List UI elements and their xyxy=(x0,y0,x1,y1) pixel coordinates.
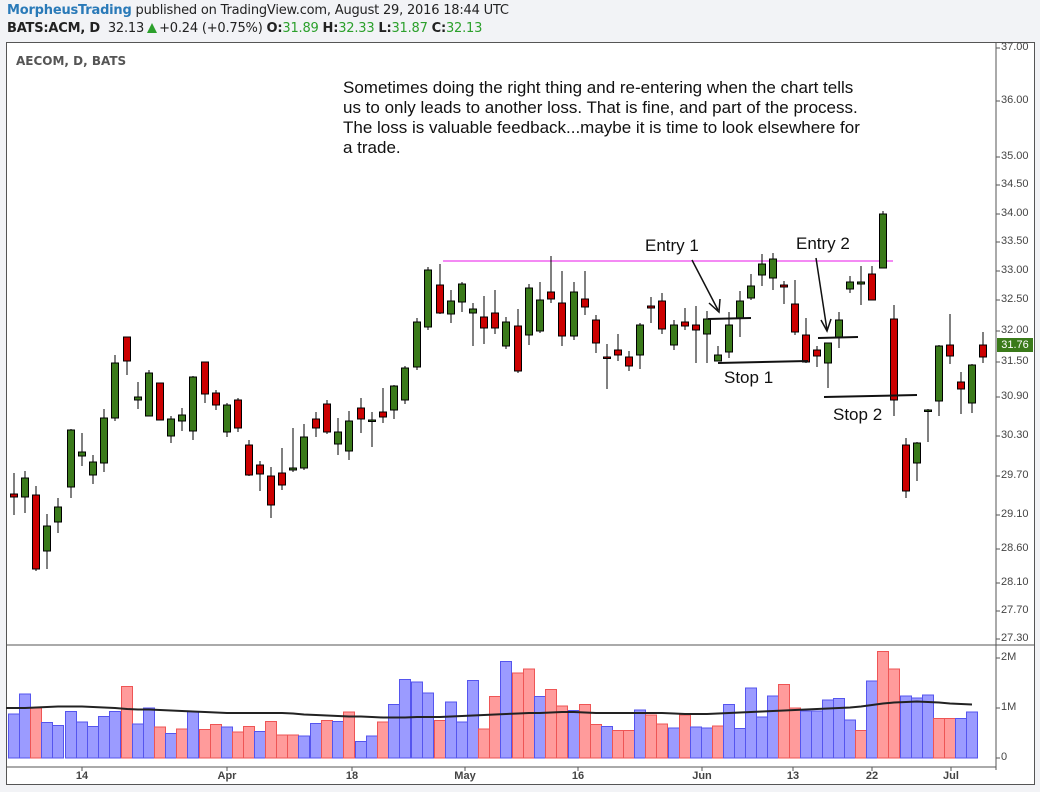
time-tick-label: Apr xyxy=(217,770,237,782)
price-tick-label: 34.50 xyxy=(1001,178,1029,190)
open-value: 31.89 xyxy=(282,21,319,36)
axis-ticks xyxy=(81,47,1000,771)
price-tick-label: 27.70 xyxy=(1001,604,1029,616)
current-price-tag: 31.76 xyxy=(997,338,1033,352)
price-tick-label: 32.00 xyxy=(1001,324,1029,336)
high-value: 32.33 xyxy=(338,21,375,36)
chart-frame[interactable] xyxy=(6,42,1035,785)
time-tick-label: 16 xyxy=(571,770,585,782)
up-triangle-icon xyxy=(147,23,158,33)
price-tick-label: 28.60 xyxy=(1001,542,1029,554)
candlesticks xyxy=(10,211,987,571)
publish-info: MorpheusTrading published on TradingView… xyxy=(7,3,509,18)
stop1-label: Stop 1 xyxy=(724,368,774,387)
price-tick-label: 32.50 xyxy=(1001,293,1029,305)
entry1-arrow xyxy=(691,259,719,311)
time-tick-label: Jul xyxy=(943,770,959,782)
price-tick-label: 34.00 xyxy=(1001,207,1029,219)
last-price: 32.13 xyxy=(107,21,145,36)
volume-tick-label: 1M xyxy=(1001,701,1017,713)
price-tick-label: 33.50 xyxy=(1001,235,1029,247)
price-tick-label: 27.30 xyxy=(1001,632,1029,644)
author-link[interactable]: MorpheusTrading xyxy=(7,3,132,18)
entry2-arrowhead-icon xyxy=(820,318,832,333)
symbol-label: BATS:ACM, D xyxy=(7,21,100,36)
volume-ma-line xyxy=(6,700,973,719)
open-label: O: xyxy=(266,21,283,36)
low-label: L: xyxy=(378,21,392,36)
price-tick-label: 33.00 xyxy=(1001,264,1029,276)
entry1-arrowhead-icon xyxy=(708,298,721,314)
stop1-line xyxy=(717,360,809,364)
price-tick-label: 35.00 xyxy=(1001,150,1029,162)
volume-tick-label: 0 xyxy=(1001,751,1008,763)
entry2-label: Entry 2 xyxy=(796,234,850,253)
volume-bars xyxy=(8,651,978,759)
annotation-text: Sometimes doing the right thing and re-e… xyxy=(343,78,860,157)
entry1-line xyxy=(707,317,752,320)
time-tick-label: 14 xyxy=(75,770,89,782)
price-tick-label: 31.50 xyxy=(1001,355,1029,367)
published-text: published on TradingView.com, August 29,… xyxy=(135,3,509,18)
close-label: C: xyxy=(431,21,447,36)
entry2-line xyxy=(817,336,859,339)
chart-legend: AECOM, D, BATS xyxy=(16,54,127,68)
annotation-drawings xyxy=(691,257,918,398)
time-tick-label: 18 xyxy=(345,770,359,782)
close-value: 32.13 xyxy=(445,21,483,36)
price-change: +0.24 (+0.75%) xyxy=(159,21,263,36)
price-tick-label: 30.90 xyxy=(1001,390,1029,402)
entry1-label: Entry 1 xyxy=(645,236,699,255)
time-tick-label: Jun xyxy=(692,770,712,782)
stop2-line xyxy=(823,394,918,398)
price-tick-label: 29.70 xyxy=(1001,469,1029,481)
price-tick-label: 29.10 xyxy=(1001,508,1029,520)
stop2-label: Stop 2 xyxy=(833,405,883,424)
volume-tick-label: 2M xyxy=(1001,651,1017,663)
high-label: H: xyxy=(322,21,339,36)
price-tick-label: 30.30 xyxy=(1001,429,1029,441)
time-tick-label: 13 xyxy=(786,770,800,782)
price-tick-label: 37.00 xyxy=(1001,41,1029,53)
time-tick-label: 22 xyxy=(865,770,879,782)
price-tick-label: 36.00 xyxy=(1001,94,1029,106)
entry2-arrow xyxy=(815,257,828,331)
price-tick-label: 28.10 xyxy=(1001,576,1029,588)
ohlc-bar: BATS:ACM, D 32.13 +0.24 (+0.75%) O:31.89 … xyxy=(7,21,482,36)
time-tick-label: May xyxy=(454,770,476,782)
low-value: 31.87 xyxy=(391,21,428,36)
